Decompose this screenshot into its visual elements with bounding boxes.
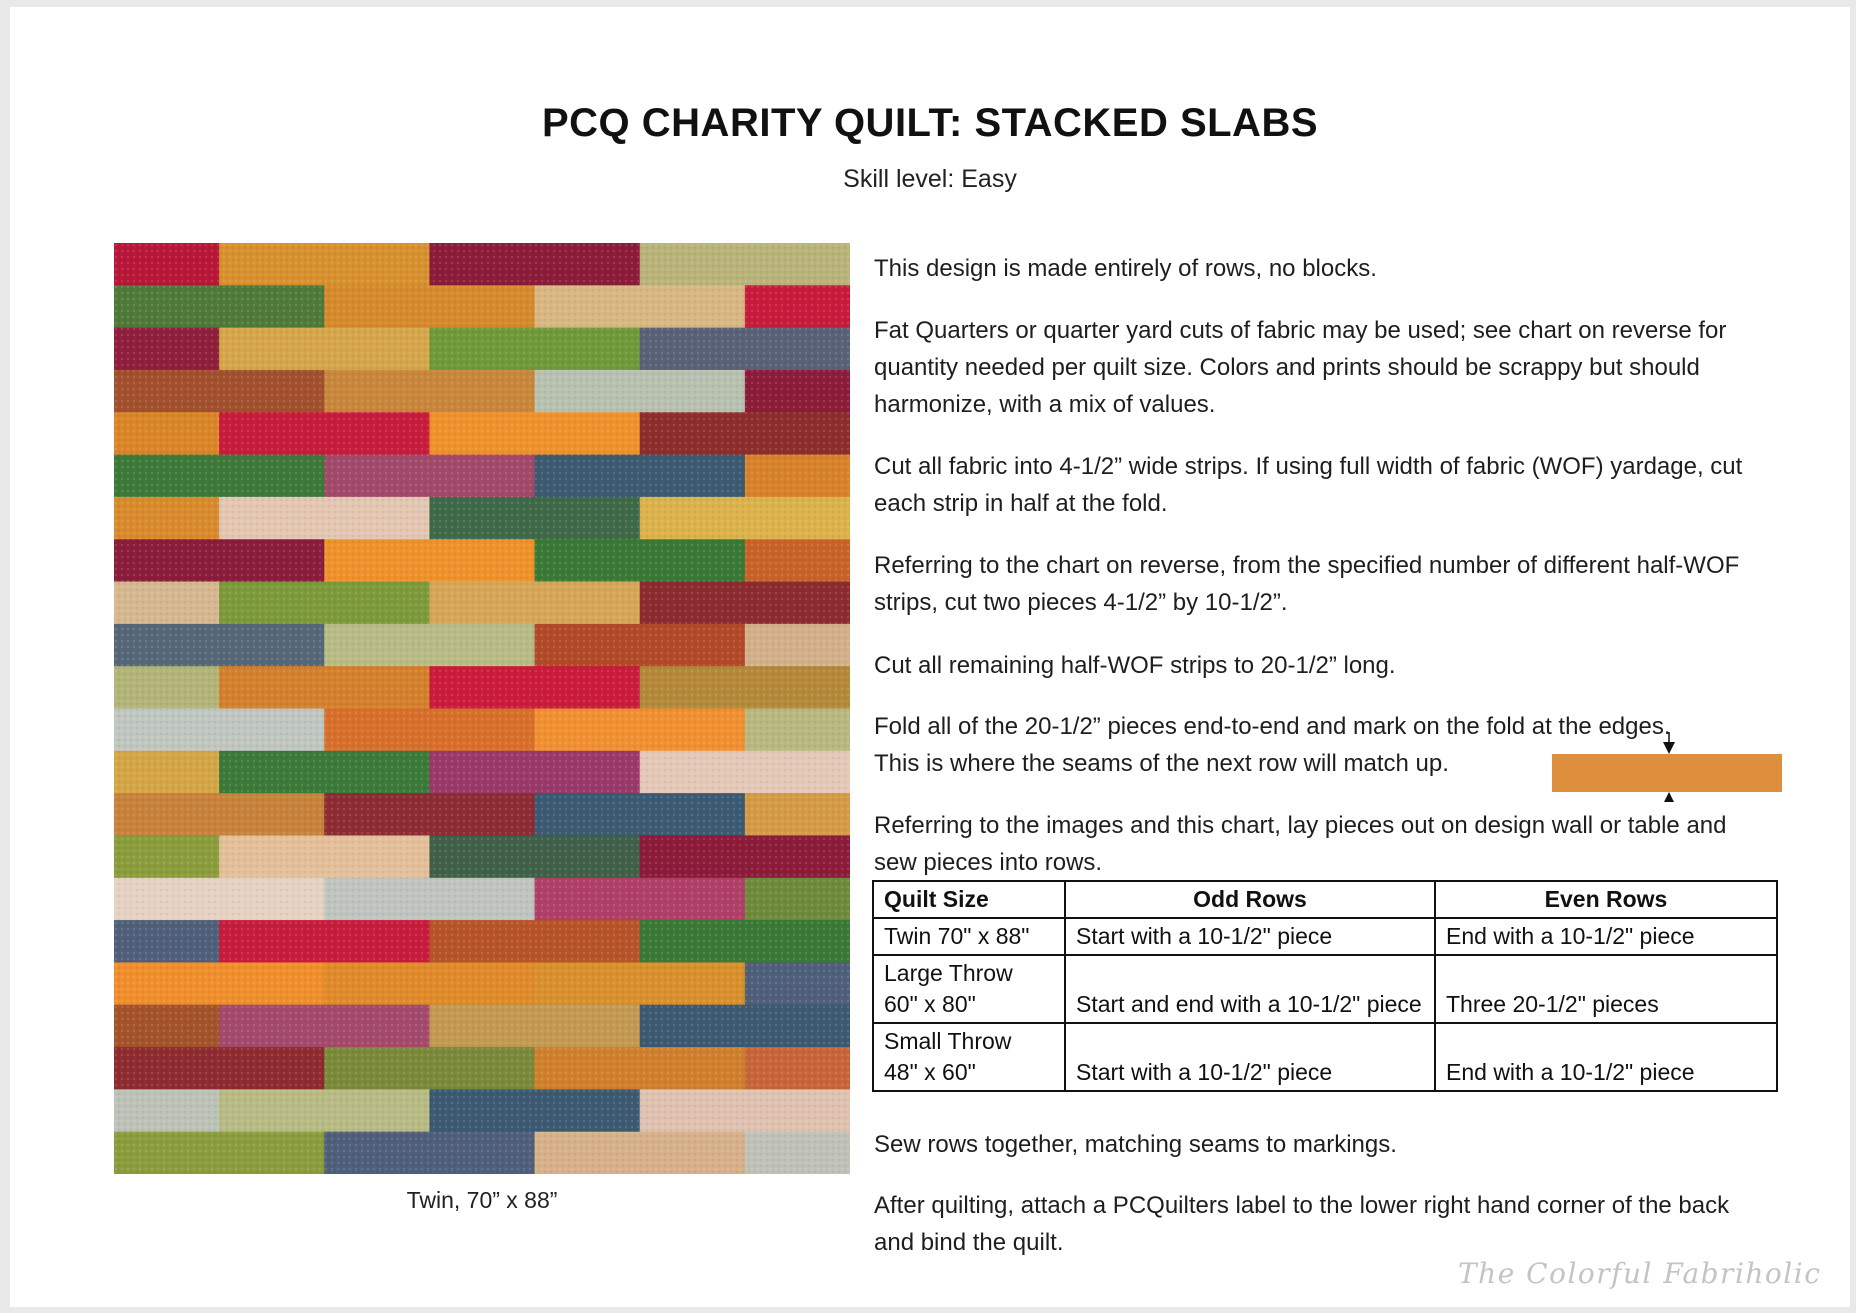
watermark: The Colorful Fabriholic [1458, 1257, 1822, 1290]
fabric-paragraph: Fat Quarters or quarter yard cuts of fab… [874, 317, 1727, 418]
cell-odd: Start and end with a 10-1/2" piece [1064, 954, 1436, 1024]
intro-paragraph: This design is made entirely of rows, no… [874, 255, 1377, 282]
reverse-chart-paragraph: Referring to the chart on reverse, from … [874, 552, 1740, 616]
size-line-2: 60" x 80" [884, 991, 976, 1017]
cell-odd: Start with a 10-1/2" piece [1064, 917, 1436, 956]
document-page: PCQ CHARITY QUILT: STACKED SLABS Skill l… [10, 7, 1850, 1307]
fabric-texture [114, 243, 850, 1174]
fold-strip [1552, 754, 1782, 792]
table-row: Large Throw 60" x 80" Start and end with … [872, 954, 1778, 1024]
trim-paragraph: Cut all remaining half-WOF strips to 20-… [874, 652, 1396, 679]
quilt-caption: Twin, 70” x 88” [406, 1187, 558, 1213]
quilt-image [114, 243, 850, 1174]
size-line-1: Small Throw [884, 1028, 1012, 1054]
cell-size: Small Throw 48" x 60" [872, 1022, 1066, 1092]
header-odd-rows: Odd Rows [1064, 880, 1436, 919]
arrow-up-icon [1664, 792, 1674, 802]
header-quilt-size: Quilt Size [872, 880, 1066, 919]
cell-even: Three 20-1/2" pieces [1434, 954, 1778, 1024]
cell-even: End with a 10-1/2" piece [1434, 917, 1778, 956]
fold-paragraph: Fold all of the 20-1/2” pieces end-to-en… [874, 713, 1671, 777]
header-even-rows: Even Rows [1434, 880, 1778, 919]
table-header-row: Quilt Size Odd Rows Even Rows [872, 880, 1778, 919]
table-row: Small Throw 48" x 60" Start with a 10-1/2… [872, 1022, 1778, 1092]
page-title: PCQ CHARITY QUILT: STACKED SLABS [541, 101, 1319, 145]
cell-odd: Start with a 10-1/2" piece [1064, 1022, 1436, 1092]
table-row: Twin 70" x 88" Start with a 10-1/2" piec… [872, 917, 1778, 956]
finishing-paragraph: After quilting, attach a PCQuilters labe… [874, 1192, 1730, 1256]
cell-even: End with a 10-1/2" piece [1434, 1022, 1778, 1092]
skill-level: Skill level: Easy [843, 165, 1017, 193]
size-line-1: Large Throw [884, 960, 1013, 986]
fold-diagram [1552, 732, 1782, 802]
arrow-down-icon [1663, 742, 1675, 754]
sew-rows-paragraph: Sew rows together, matching seams to mar… [874, 1131, 1397, 1158]
size-line-2: 48" x 60" [884, 1059, 976, 1085]
layout-paragraph: Referring to the images and this chart, … [874, 812, 1727, 876]
quilt-illustration [114, 243, 850, 1174]
quilt-size-table: Quilt Size Odd Rows Even Rows Twin 70" x… [872, 880, 1778, 1092]
cutting-paragraph: Cut all fabric into 4-1/2” wide strips. … [874, 453, 1743, 517]
cell-size: Twin 70" x 88" [872, 917, 1066, 956]
cell-size: Large Throw 60" x 80" [872, 954, 1066, 1024]
